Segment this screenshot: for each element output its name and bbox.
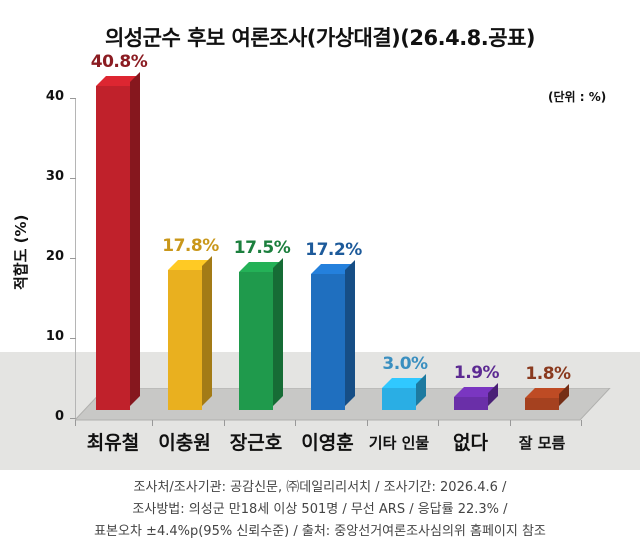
x-tick bbox=[366, 420, 368, 426]
bar bbox=[239, 258, 283, 410]
bar bbox=[167, 255, 212, 410]
x-tick bbox=[581, 420, 582, 426]
bar-side-face bbox=[344, 260, 355, 406]
value-label: 17.5% bbox=[233, 238, 291, 258]
y-tick-label: 10 bbox=[45, 329, 64, 344]
bar-front-face bbox=[382, 388, 416, 410]
value-label: 1.9% bbox=[453, 362, 500, 383]
bar-front-face bbox=[310, 274, 345, 410]
bar bbox=[310, 260, 355, 410]
y-tick-label: 0 bbox=[54, 409, 64, 424]
value-label: 3.0% bbox=[382, 354, 428, 374]
bar-side-face bbox=[273, 258, 283, 406]
value-label: 1.8% bbox=[525, 363, 571, 384]
y-tick bbox=[70, 178, 76, 179]
bar bbox=[453, 382, 498, 410]
value-label: 40.8% bbox=[90, 51, 148, 72]
x-tick bbox=[75, 420, 76, 426]
x-tick bbox=[509, 420, 511, 426]
bar-front-face bbox=[525, 397, 559, 410]
footnote-line-1: 조사처/조사기관: 공감신문, ㈜데일리리서치 / 조사기간: 2026.4.6… bbox=[133, 480, 507, 495]
category-label: 잘 모름 bbox=[518, 434, 566, 452]
category-label: 장근호 bbox=[229, 432, 283, 454]
bar bbox=[382, 374, 426, 410]
bar-front-face bbox=[167, 269, 202, 410]
y-tick-label: 30 bbox=[45, 169, 64, 184]
bar-side-face bbox=[130, 71, 140, 406]
category-label: 없다 bbox=[453, 432, 488, 454]
x-tick bbox=[295, 420, 296, 426]
x-tick bbox=[152, 420, 153, 426]
y-tick bbox=[70, 418, 76, 419]
category-label: 최유철 bbox=[86, 432, 140, 454]
bar-front-face bbox=[96, 85, 130, 410]
category-label: 이충원 bbox=[158, 432, 211, 454]
category-label: 이영훈 bbox=[301, 432, 354, 454]
footnote-line-3: 표본오차 ±4.4%p(95% 신뢰수준) / 출처: 중앙선거여론조사심의위 … bbox=[94, 524, 546, 539]
unit-note: (단위 : %) bbox=[548, 90, 607, 104]
y-tick bbox=[70, 98, 76, 99]
value-label: 17.2% bbox=[305, 240, 362, 261]
bar-front-face bbox=[239, 272, 273, 410]
bar bbox=[525, 383, 569, 410]
x-tick bbox=[223, 420, 225, 426]
chart-title: 의성군수 후보 여론조사(가상대결)(26.4.8.공표) bbox=[104, 26, 536, 50]
footnote-line-2: 조사방법: 의성군 만18세 이상 501명 / 무선 ARS / 응답률 22… bbox=[132, 502, 508, 517]
y-tick bbox=[70, 258, 76, 259]
category-label: 기타 인물 bbox=[368, 434, 430, 452]
x-tick bbox=[438, 420, 439, 426]
value-label: 17.8% bbox=[162, 235, 219, 256]
bar-side-face bbox=[201, 255, 212, 406]
y-axis-line bbox=[75, 98, 76, 420]
survey-footnote: 조사처/조사기관: 공감신문, ㈜데일리리서치 / 조사기간: 2026.4.6… bbox=[0, 477, 640, 543]
y-tick bbox=[70, 338, 76, 339]
y-tick-label: 40 bbox=[45, 89, 64, 104]
bar bbox=[96, 71, 140, 410]
bar-front-face bbox=[453, 396, 488, 410]
y-tick-label: 20 bbox=[45, 249, 64, 264]
